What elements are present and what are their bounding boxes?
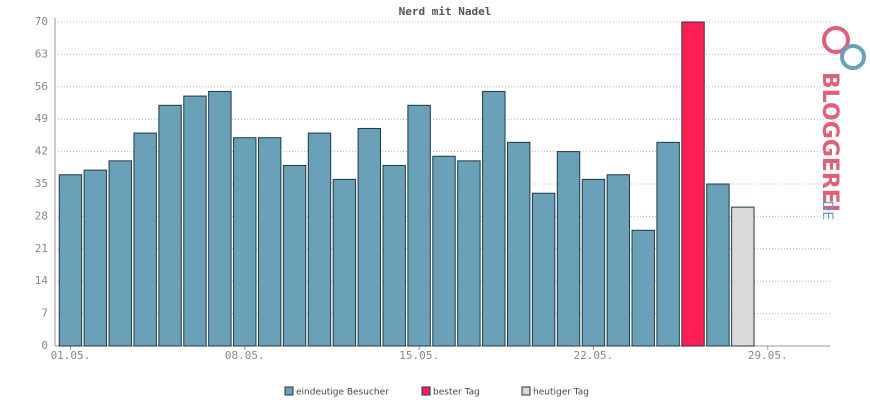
bar (208, 90, 232, 347)
x-tick-label: 15.05. (399, 349, 439, 362)
y-tick-label: 42 (35, 145, 48, 158)
bar (382, 164, 406, 347)
bar (457, 160, 481, 347)
y-tick-label: 49 (35, 112, 48, 125)
x-tick-label: 01.05. (51, 349, 91, 362)
y-tick-label: 35 (35, 177, 48, 190)
bar (332, 178, 357, 347)
bar (257, 137, 282, 347)
bar (531, 192, 556, 347)
bar (183, 95, 207, 347)
legend-swatch (284, 386, 294, 396)
bar (282, 164, 307, 347)
chart-title: Nerd mit Nadel (399, 5, 492, 18)
legend-swatch (421, 386, 431, 396)
x-tick-label: 08.05. (225, 349, 265, 362)
y-tick-label: 56 (35, 80, 48, 93)
bar (357, 127, 381, 347)
legend-label: bester Tag (433, 388, 480, 398)
bar (581, 178, 606, 347)
y-tick-label: 21 (35, 242, 48, 255)
y-tick-label: 0 (41, 339, 48, 352)
bar (133, 132, 157, 347)
bar (432, 155, 456, 347)
legend: eindeutige Besucher bester Tag heutiger Ta… (284, 386, 589, 398)
legend-label: heutiger Tag (533, 388, 589, 398)
logo-icon (822, 26, 850, 54)
y-tick-label: 70 (35, 15, 48, 28)
y-tick-label: 63 (35, 47, 48, 60)
y-tick-label: 28 (35, 209, 48, 222)
y-tick-label: 7 (41, 307, 48, 320)
y-tick-label: 14 (35, 274, 49, 287)
bar (507, 141, 531, 347)
bar (83, 169, 108, 347)
bar (108, 160, 132, 347)
logo-suffix: .DE (819, 196, 835, 220)
x-tick-label: 29.05. (748, 349, 788, 362)
bar (556, 151, 581, 347)
bar (482, 90, 506, 347)
bar (233, 137, 257, 347)
bar (158, 104, 182, 347)
legend-swatch (521, 386, 531, 396)
bar (58, 174, 83, 347)
bar (656, 141, 680, 347)
bar (631, 229, 655, 347)
bar (731, 206, 755, 347)
bar (681, 21, 705, 347)
bar (307, 132, 332, 347)
bar (706, 183, 730, 347)
logo: BLOGGEREI .DE (817, 26, 866, 220)
legend-label: eindeutige Besucher (296, 388, 389, 398)
x-tick-label: 22.05. (574, 349, 614, 362)
logo-text: BLOGGEREI (817, 72, 842, 212)
logo-icon (840, 44, 866, 70)
bar (606, 174, 631, 347)
bar (407, 104, 431, 347)
